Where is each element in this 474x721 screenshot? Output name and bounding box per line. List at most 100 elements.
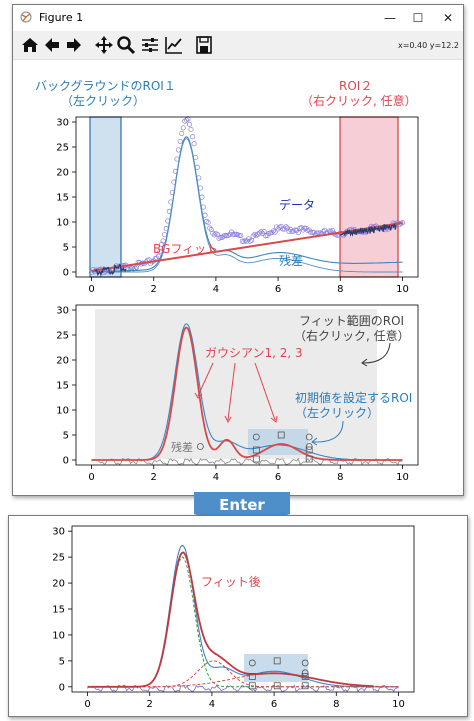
plot3-handle-circle[interactable] (301, 669, 309, 677)
data-point-marker (210, 230, 216, 236)
data-point-marker (207, 225, 213, 231)
plot1-xtick-label: 8 (337, 284, 343, 295)
plot3-ytick-label: 15 (52, 605, 65, 616)
fit-range-sub-label: （右クリック, 任意） (294, 328, 410, 343)
data-point-marker (179, 130, 185, 136)
plot3-handle-circle[interactable] (301, 659, 309, 667)
init-handle-square[interactable] (305, 455, 313, 463)
plot3-handle-square[interactable] (248, 682, 256, 690)
plot2: 0 5 10 15 20 25 30 0 2 4 6 8 10 フィット範囲のROI （右クリック, 任… (56, 304, 419, 483)
data-point-marker (249, 237, 255, 244)
fit-range-roi-region[interactable] (95, 309, 377, 459)
data-point-marker (232, 231, 238, 237)
close-button[interactable]: ✕ (442, 11, 454, 25)
plot3-handle-circle[interactable] (248, 659, 256, 667)
init-handle-circle[interactable] (252, 433, 260, 441)
plot1-ytick-label: 10 (56, 218, 69, 229)
plot3-ytick-label: 25 (52, 553, 65, 564)
init-handle-circle[interactable] (196, 443, 204, 450)
plot2-xtick-label: 0 (88, 472, 94, 483)
data-point-marker (218, 234, 224, 240)
init-handle-square[interactable] (252, 446, 260, 454)
roi1-region[interactable] (89, 116, 122, 278)
init-handle-square[interactable] (305, 446, 313, 454)
data-point-marker (252, 231, 258, 237)
data-point-marker (261, 229, 267, 235)
plot1-ytick-label: 15 (56, 193, 69, 204)
enter-label: Enter (219, 496, 265, 514)
plot2-ytick-label: 25 (56, 331, 69, 342)
init-roi-title-label: 初期値を設定するROI (295, 390, 412, 405)
plot3-handle-square[interactable] (248, 673, 256, 680)
plot3-handle-square[interactable] (273, 682, 281, 690)
data-point-marker (256, 230, 262, 236)
edit-axes-icon[interactable] (163, 34, 185, 56)
window-title: Figure 1 (39, 11, 84, 24)
plot2-xtick-label: 10 (396, 472, 409, 483)
plot3-xtick-label: 6 (271, 699, 277, 710)
plot2-xtick-label: 8 (337, 472, 343, 483)
data-point-marker (204, 218, 210, 224)
gaussian-initial-line (91, 326, 403, 461)
roi1-data-line (94, 263, 127, 277)
figure-window: Figure 1 — ☐ ✕ (12, 4, 464, 496)
roi2-sub-label: （右クリック, 任意） (301, 93, 417, 108)
plot1-ytick-label: 30 (56, 118, 69, 129)
plot2-ytick-label: 20 (56, 356, 69, 367)
plot1: 0 5 10 15 20 25 30 0 2 4 6 8 10 バックグラウンドのROI１ （左クリック… (35, 79, 419, 295)
residual-label-plot1: 残差 (279, 254, 303, 268)
fit-result-canvas[interactable]: 0 5 10 15 20 25 30 0 2 4 6 8 10 フィット後 (9, 516, 467, 716)
pan-icon[interactable] (93, 34, 115, 56)
data-point-marker (191, 141, 197, 147)
roi2-data-line (339, 223, 397, 237)
data-point-marker (311, 229, 317, 235)
zoom-icon[interactable] (115, 34, 137, 56)
init-handle-square[interactable] (277, 431, 285, 439)
init-handle-circle[interactable] (305, 433, 313, 441)
data-point-marker (236, 232, 242, 239)
configure-subplots-icon[interactable] (139, 34, 161, 56)
cursor-coordinates: x=0.40 y=12.2 (397, 41, 459, 50)
back-arrow-icon[interactable] (41, 34, 63, 56)
plot3-handle-square[interactable] (301, 682, 309, 690)
forward-arrow-icon[interactable] (63, 34, 85, 56)
init-handle-square[interactable] (252, 455, 260, 463)
data-point-marker (272, 229, 278, 235)
plot2-ytick-label: 10 (56, 406, 69, 417)
data-point-marker (186, 121, 193, 127)
roi2-region[interactable] (339, 116, 399, 278)
home-icon[interactable] (19, 34, 41, 56)
residual-line (91, 138, 403, 273)
data-point-marker (241, 239, 247, 245)
data-point-marker (188, 126, 194, 133)
plot3-handle-square[interactable] (301, 673, 309, 680)
after-fit-label: フィット後 (201, 575, 261, 589)
data-point-marker (283, 224, 289, 230)
plot2-xtick-label: 6 (275, 472, 281, 483)
data-point-marker (329, 227, 336, 234)
plot2-ytick-label: 0 (63, 456, 69, 467)
minimize-button[interactable]: — (384, 11, 396, 25)
data-point-marker (225, 232, 231, 239)
data-point-marker (134, 264, 140, 270)
gaussian-label: ガウシアン1, 2, 3 (205, 346, 303, 360)
annotation-arrows (194, 342, 391, 446)
plot3-handle-square[interactable] (273, 657, 281, 665)
plot3-axes-bg (72, 526, 414, 692)
plot2-ytick-label: 30 (56, 306, 69, 317)
plot3-xtick-label: 2 (147, 699, 153, 710)
data-point-marker (158, 241, 165, 247)
plot2-ytick-label: 5 (63, 431, 69, 442)
data-point-marker (177, 138, 183, 144)
data-point-marker (211, 232, 217, 238)
fitted-total-line (87, 551, 374, 688)
plot1-ytick-label: 25 (56, 143, 69, 154)
data-point-marker (182, 118, 188, 124)
plot3-ytick-label: 10 (52, 630, 65, 641)
plot2-xtick-label: 4 (213, 472, 219, 483)
save-icon[interactable] (193, 34, 215, 56)
init-handle-circle[interactable] (305, 443, 313, 450)
data-point-marker (258, 229, 264, 235)
maximize-button[interactable]: ☐ (412, 11, 424, 25)
